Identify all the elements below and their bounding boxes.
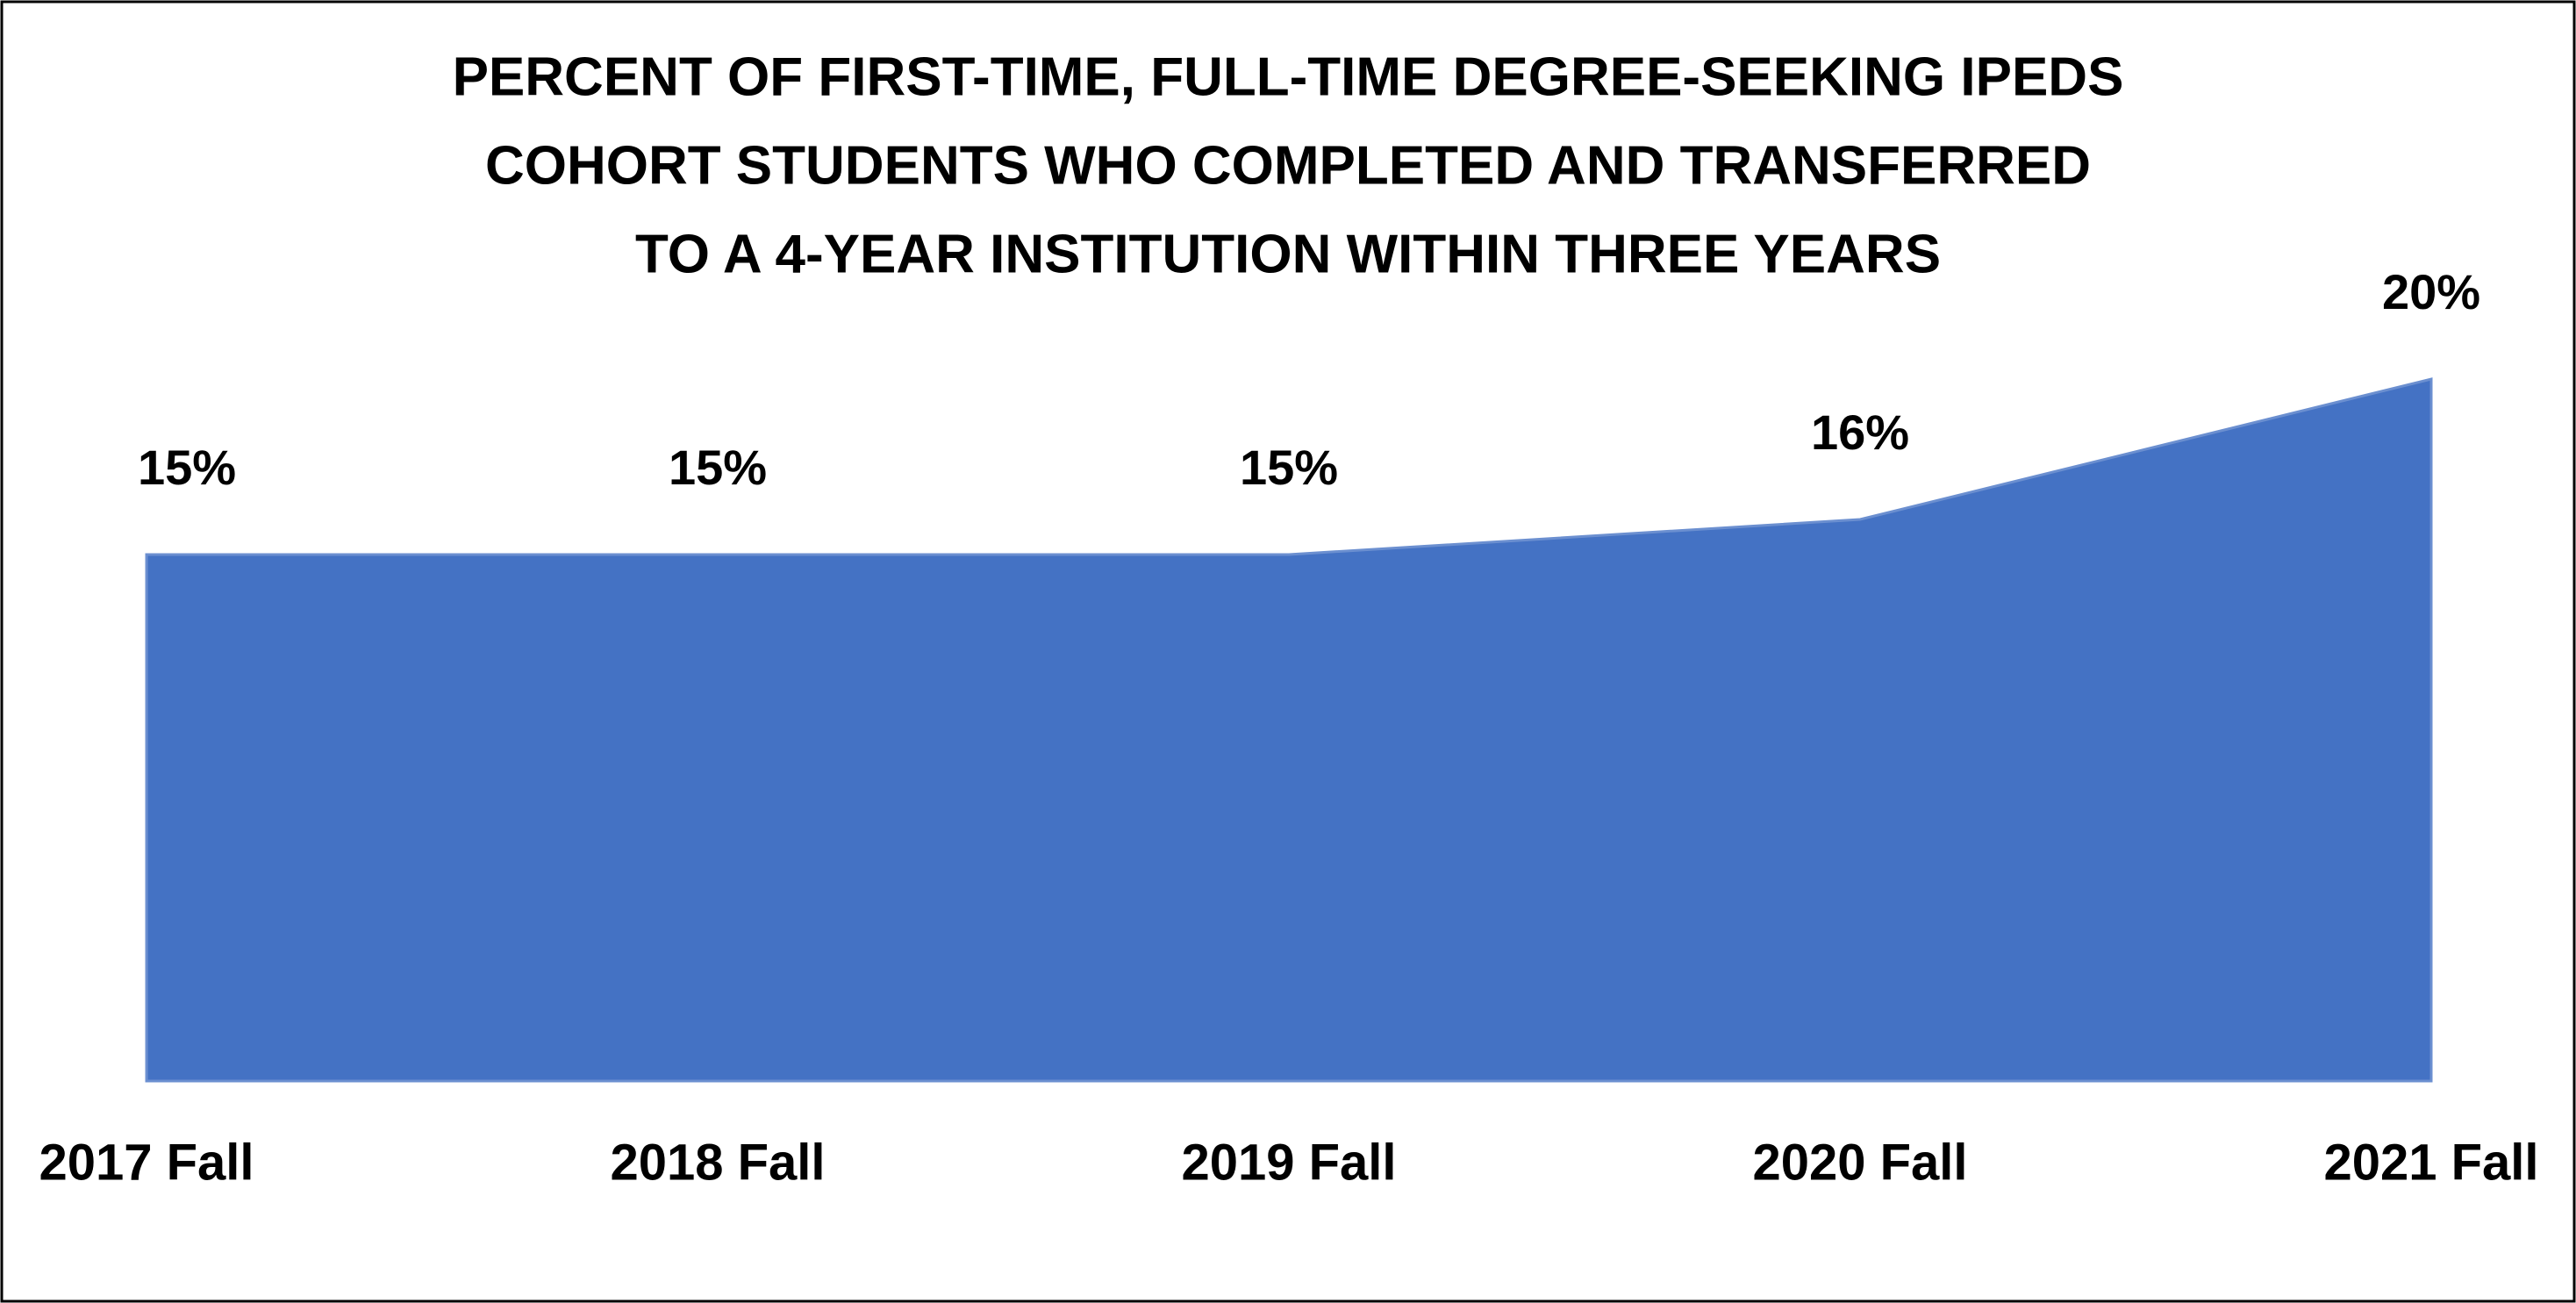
chart-title: COHORT STUDENTS WHO COMPLETED AND TRANSF… — [485, 135, 2091, 196]
x-tick-label: 2018 Fall — [610, 1134, 825, 1191]
data-label: 15% — [138, 440, 236, 495]
chart-title: PERCENT OF FIRST-TIME, FULL-TIME DEGREE-… — [453, 47, 2124, 107]
x-tick-label: 2019 Fall — [1181, 1134, 1396, 1191]
x-tick-label: 2017 Fall — [39, 1134, 254, 1191]
data-label: 20% — [2382, 264, 2480, 319]
data-label: 15% — [669, 440, 767, 495]
x-tick-label: 2021 Fall — [2323, 1134, 2538, 1191]
chart-title: TO A 4-YEAR INSTITUTION WITHIN THREE YEA… — [635, 224, 1941, 284]
data-label: 15% — [1240, 440, 1338, 495]
area — [145, 377, 2433, 1083]
data-label: 16% — [1811, 405, 1909, 460]
x-tick-label: 2020 Fall — [1752, 1134, 1967, 1191]
